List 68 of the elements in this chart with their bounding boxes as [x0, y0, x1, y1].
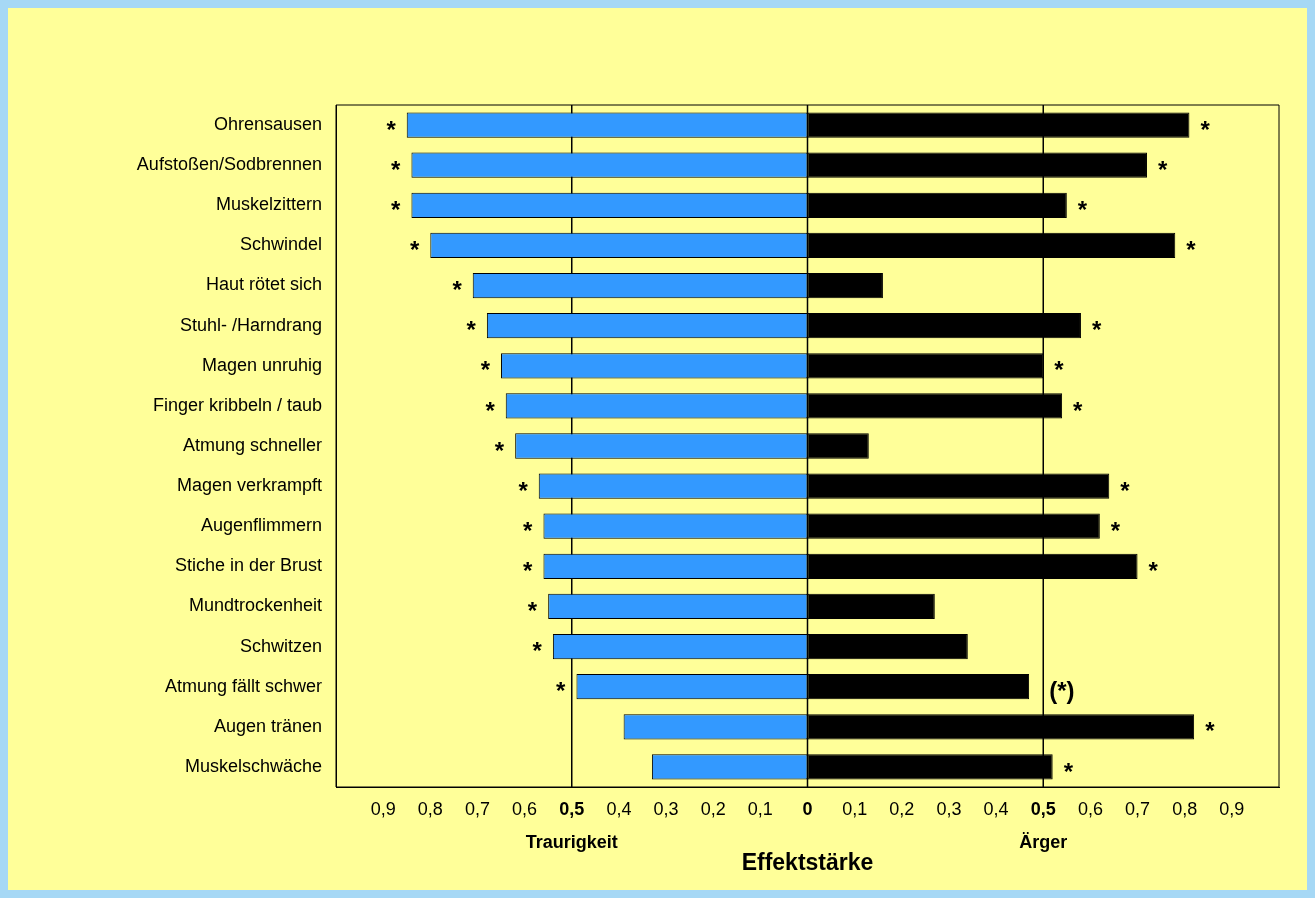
y-tick-label: Magen verkrampft [176, 475, 322, 496]
x-tick-label: 0,2 [889, 798, 915, 819]
annotation: * [452, 276, 463, 304]
annotation: * [1120, 476, 1131, 504]
annotation: * [532, 637, 543, 665]
x-tick-label: 0,7 [1125, 798, 1151, 819]
x-tick-label: 0,1 [842, 798, 868, 819]
annotation: * [1205, 717, 1216, 745]
y-tick-label: Schwitzen [239, 635, 322, 656]
annotation: * [391, 155, 402, 183]
annotation: * [480, 356, 491, 384]
y-tick-label: Mundtrockenheit [188, 595, 322, 616]
x-tick-label: 0,8 [1172, 798, 1198, 819]
y-tick-label: Magen unruhig [201, 354, 322, 375]
annotation: * [1063, 757, 1074, 785]
x-axis-title: Effektstärke [741, 849, 874, 876]
annotation: * [1157, 155, 1168, 183]
x-tick-label: 0,3 [653, 798, 679, 819]
annotation: * [1200, 115, 1211, 143]
y-tick-label: Stiche in der Brust [174, 555, 322, 576]
x-tick-label: 0,8 [417, 798, 443, 819]
y-tick-label: Finger kribbeln / taub [152, 394, 322, 415]
text: Ärger [1019, 831, 1068, 852]
x-tick-label: 0,7 [464, 798, 490, 819]
annotation: * [1186, 236, 1197, 264]
y-tick-label: Muskelzittern [215, 194, 322, 215]
annotation: * [466, 316, 477, 344]
x-tick-label: 0,5 [559, 798, 585, 819]
annotation: * [523, 516, 534, 544]
y-tick-label: Ohrensausen [213, 114, 322, 135]
y-tick-label: Haut rötet sich [205, 274, 322, 295]
y-tick-label: Muskelschwäche [184, 755, 322, 776]
annotation: * [1077, 195, 1088, 223]
x-tick-label: 0,2 [700, 798, 726, 819]
text: Traurigkeit [525, 831, 618, 852]
bar [807, 433, 869, 459]
annotation: * [386, 115, 397, 143]
x-tick-label: 0,6 [512, 798, 538, 819]
x-tick-label: 0 [802, 798, 813, 819]
y-tick-label: Augen tränen [213, 715, 322, 736]
x-tick-label: 0,4 [983, 798, 1009, 819]
y-tick-label: Atmung fällt schwer [164, 675, 322, 696]
x-tick-label: 0,3 [936, 798, 962, 819]
annotation: * [485, 396, 496, 424]
x-tick-label: 0,6 [1077, 798, 1103, 819]
y-tick-label: Aufstoßen/Sodbrennen [136, 154, 322, 175]
annotation: * [556, 677, 567, 705]
annotation: * [518, 476, 529, 504]
x-tick-label: 0,5 [1030, 798, 1056, 819]
annotation: * [1110, 516, 1121, 544]
x-tick-label: 0,4 [606, 798, 632, 819]
y-tick-label: Augenflimmern [200, 515, 322, 536]
annotation: * [391, 195, 402, 223]
x-tick-label: 0,9 [1219, 798, 1245, 819]
annotation: * [1091, 316, 1102, 344]
y-tick-label: Schwindel [239, 234, 322, 255]
x-tick-label: 0,9 [370, 798, 396, 819]
y-tick-label: Atmung schneller [182, 434, 322, 455]
y-tick-label: Stuhl- /Harndrang [179, 314, 322, 335]
annotation: * [527, 597, 538, 625]
x-tick-label: 0,1 [747, 798, 773, 819]
annotation: * [1148, 556, 1159, 584]
annotation: * [1054, 356, 1065, 384]
annotation: * [409, 236, 420, 264]
annotation: (*) [1049, 677, 1075, 705]
annotation: * [494, 436, 505, 464]
annotation: * [1073, 396, 1084, 424]
annotation: * [523, 556, 534, 584]
